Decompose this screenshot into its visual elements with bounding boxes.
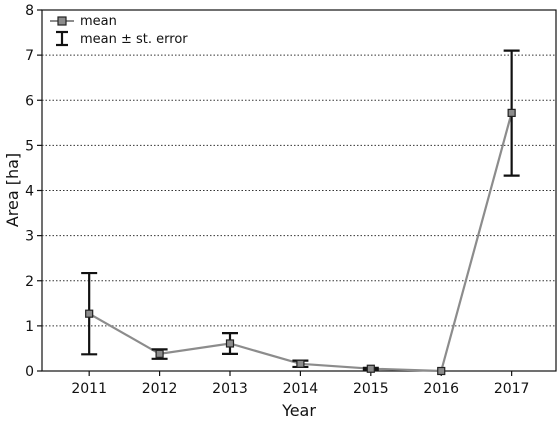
- data-points: [85, 108, 516, 376]
- y-tick-label-0: 0: [25, 364, 34, 380]
- x-tick-label-2012: 2012: [142, 381, 178, 397]
- y-tick-label-4: 4: [25, 184, 34, 200]
- x-tick-label-2014: 2014: [283, 381, 319, 397]
- x-tick-label-2016: 2016: [423, 381, 459, 397]
- legend: mean mean ± st. error: [50, 14, 188, 47]
- x-tick-label-2011: 2011: [71, 381, 107, 397]
- data-point-2011: [85, 309, 94, 318]
- data-point-2012: [155, 349, 164, 358]
- data-point-2017: [507, 108, 516, 117]
- data-point-2014: [296, 359, 305, 368]
- y-tick-label-6: 6: [25, 93, 34, 109]
- y-tick-label-1: 1: [25, 319, 34, 335]
- y-tick-label-2: 2: [25, 274, 34, 290]
- legend-marker-swatch: [57, 16, 67, 26]
- x-axis-ticks: 2011 2012 2013 2014 2015 2016 2017: [71, 371, 529, 397]
- y-axis-title: Area [ha]: [3, 153, 22, 227]
- legend-error-label: mean ± st. error: [80, 32, 188, 47]
- legend-mean-label: mean: [80, 14, 117, 29]
- y-axis-ticks: 0 1 2 3 4 5 6 7 8: [25, 3, 42, 380]
- y-tick-label-7: 7: [25, 48, 34, 64]
- x-tick-label-2013: 2013: [212, 381, 248, 397]
- x-axis-title: Year: [281, 401, 316, 420]
- y-tick-label-5: 5: [25, 138, 34, 154]
- grid-lines: [42, 54, 556, 327]
- y-tick-label-3: 3: [25, 229, 34, 245]
- x-tick-label-2015: 2015: [353, 381, 389, 397]
- y-tick-label-8: 8: [25, 3, 34, 19]
- data-point-2015: [366, 364, 375, 373]
- data-point-2013: [225, 339, 235, 348]
- data-point-2016: [437, 366, 446, 376]
- x-tick-label-2017: 2017: [494, 381, 530, 397]
